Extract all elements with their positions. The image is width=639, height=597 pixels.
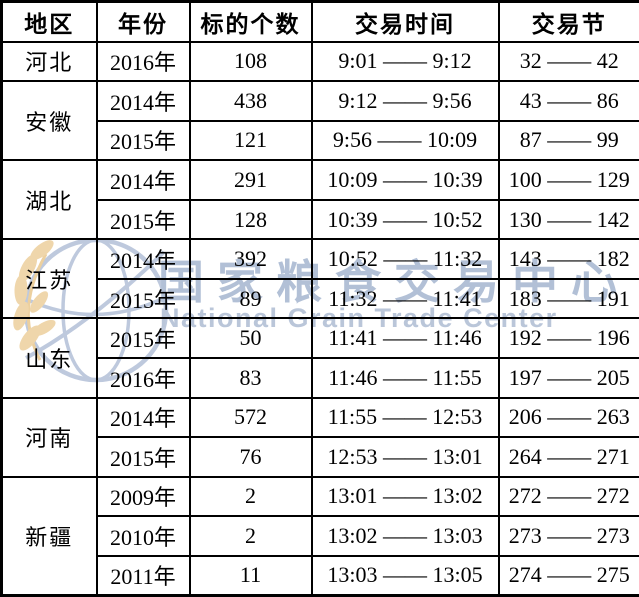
year-cell: 2014年 (95, 238, 191, 280)
time-cell: 13:01 —— 13:02 (310, 475, 500, 518)
session-cell: 206 —— 263 (497, 396, 639, 439)
table-row: 河北 2016年 108 9:01 —— 9:12 32 —— 42 (0, 40, 639, 83)
column-header-time: 交易时间 (310, 0, 500, 43)
column-header-year: 年份 (95, 0, 191, 43)
year-cell: 2015年 (95, 436, 191, 478)
count-cell: 291 (188, 159, 313, 201)
table-row: 2015年 128 10:39 —— 10:52 130 —— 142 (2, 198, 639, 241)
count-cell: 50 (188, 317, 313, 359)
region-cell: 安徽 (0, 80, 98, 162)
column-header-session: 交易节 (497, 0, 639, 43)
year-cell: 2010年 (95, 515, 191, 557)
year-cell: 2015年 (95, 198, 191, 241)
year-cell: 2014年 (95, 396, 191, 439)
session-cell: 274 —— 275 (497, 554, 639, 597)
column-header-region: 地区 (0, 0, 98, 43)
year-cell: 2009年 (95, 475, 191, 518)
region-cell: 新疆 (0, 475, 98, 597)
session-cell: 43 —— 86 (497, 80, 639, 122)
year-cell: 2016年 (95, 357, 191, 399)
table-row: 安徽 2014年 438 9:12 —— 9:56 43 —— 86 (0, 80, 639, 162)
table-row: 2015年 121 9:56 —— 10:09 87 —— 99 (2, 119, 639, 162)
count-cell: 89 (188, 277, 313, 320)
table-row: 湖北 2014年 291 10:09 —— 10:39 100 —— 129 (0, 159, 639, 241)
time-cell: 10:09 —— 10:39 (310, 159, 500, 201)
session-cell: 143 —— 182 (497, 238, 639, 280)
time-cell: 9:12 —— 9:56 (310, 80, 500, 122)
count-cell: 438 (188, 80, 313, 122)
year-cell: 2015年 (95, 317, 191, 359)
session-cell: 130 —— 142 (497, 198, 639, 241)
year-cell: 2014年 (95, 159, 191, 201)
count-cell: 2 (188, 475, 313, 518)
table-row: 山东 2015年 50 11:41 —— 11:46 192 —— 196 (0, 317, 639, 399)
time-cell: 12:53 —— 13:01 (310, 436, 500, 478)
region-cell: 江苏 (0, 238, 98, 320)
column-header-count: 标的个数 (188, 0, 313, 43)
time-cell: 9:01 —— 9:12 (310, 40, 500, 83)
time-cell: 9:56 —— 10:09 (310, 119, 500, 162)
count-cell: 392 (188, 238, 313, 280)
session-cell: 192 —— 196 (497, 317, 639, 359)
count-cell: 108 (188, 40, 313, 83)
count-cell: 572 (188, 396, 313, 439)
session-cell: 183 —— 191 (497, 277, 639, 320)
table-row: 2016年 83 11:46 —— 11:55 197 —— 205 (2, 357, 639, 399)
year-cell: 2015年 (95, 119, 191, 162)
table-row: 江苏 2014年 392 10:52 —— 11:32 143 —— 182 (0, 238, 639, 320)
time-cell: 11:41 —— 11:46 (310, 317, 500, 359)
table-row: 2010年 2 13:02 —— 13:03 273 —— 273 (2, 515, 639, 557)
count-cell: 11 (188, 554, 313, 597)
region-cell: 山东 (0, 317, 98, 399)
time-cell: 11:55 —— 12:53 (310, 396, 500, 439)
time-cell: 11:32 —— 11:41 (310, 277, 500, 320)
session-cell: 32 —— 42 (497, 40, 639, 83)
count-cell: 128 (188, 198, 313, 241)
time-cell: 13:02 —— 13:03 (310, 515, 500, 557)
session-cell: 197 —— 205 (497, 357, 639, 399)
year-cell: 2016年 (95, 40, 191, 83)
session-cell: 272 —— 272 (497, 475, 639, 518)
time-cell: 11:46 —— 11:55 (310, 357, 500, 399)
session-cell: 264 —— 271 (497, 436, 639, 478)
table-row: 新疆 2009年 2 13:01 —— 13:02 272 —— 272 (0, 475, 639, 597)
count-cell: 121 (188, 119, 313, 162)
region-cell: 河北 (0, 40, 98, 83)
year-cell: 2014年 (95, 80, 191, 122)
count-cell: 2 (188, 515, 313, 557)
time-cell: 10:52 —— 11:32 (310, 238, 500, 280)
time-cell: 10:39 —— 10:52 (310, 198, 500, 241)
table-row: 2015年 89 11:32 —— 11:41 183 —— 191 (2, 277, 639, 320)
year-cell: 2011年 (95, 554, 191, 597)
year-cell: 2015年 (95, 277, 191, 320)
header-row: 地区 年份 标的个数 交易时间 交易节 (0, 0, 639, 43)
table-row: 2015年 76 12:53 —— 13:01 264 —— 271 (2, 436, 639, 478)
count-cell: 83 (188, 357, 313, 399)
count-cell: 76 (188, 436, 313, 478)
region-cell: 湖北 (0, 159, 98, 241)
time-cell: 13:03 —— 13:05 (310, 554, 500, 597)
region-cell: 河南 (0, 396, 98, 478)
session-cell: 87 —— 99 (497, 119, 639, 162)
table-row: 河南 2014年 572 11:55 —— 12:53 206 —— 263 (0, 396, 639, 478)
session-cell: 100 —— 129 (497, 159, 639, 201)
session-cell: 273 —— 273 (497, 515, 639, 557)
table-row: 2011年 11 13:03 —— 13:05 274 —— 275 (2, 554, 639, 597)
